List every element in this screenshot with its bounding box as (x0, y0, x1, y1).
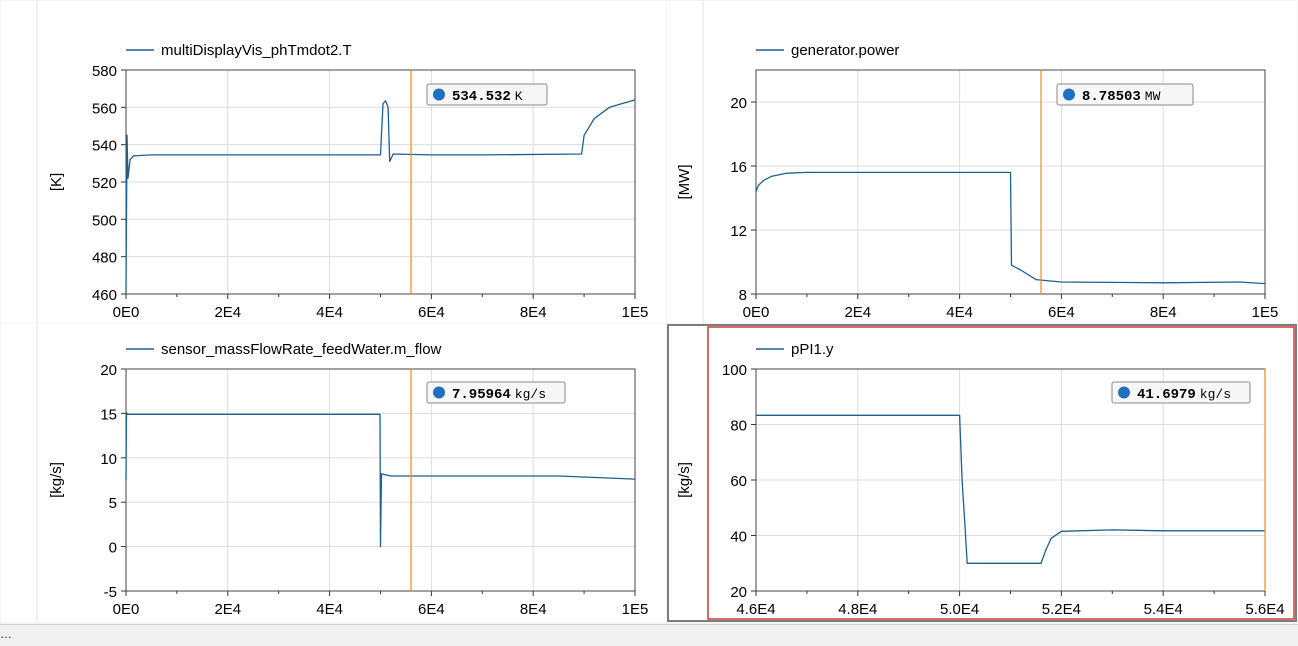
feedwater-flow-chart: -5 0 5 10 15 20 0E0 2E4 4E4 6E4 8E4 1E5 [kg/s] sensor… (36, 324, 649, 622)
x-tick-label: 5.4E4 (1144, 601, 1183, 618)
series-line (756, 414, 1265, 564)
readout-value: 7.95964 (452, 387, 511, 403)
readout-value: 41.6979 (1137, 387, 1196, 403)
readout-marker (1063, 88, 1075, 101)
y-tick-label: 560 (92, 100, 117, 117)
ppi1-output-chart: 20 40 60 80 100 4.6E4 4.8E4 5.0E4 5.2E4 5.4E4 5.6E… (676, 326, 1295, 620)
x-tick-label: 0E0 (743, 304, 770, 321)
readout-box (426, 381, 566, 404)
readout-marker (433, 88, 445, 101)
plot-frame (125, 69, 636, 295)
series-line (755, 171, 1266, 285)
y-axis-label: [MW] (676, 165, 693, 200)
x-tick-label: 8E4 (1150, 304, 1177, 321)
x-tick-label: 1E5 (622, 304, 649, 321)
readout-value: 534.532 (452, 89, 511, 105)
y-tick-label: 580 (92, 63, 117, 80)
x-tick-label: 5.0E4 (940, 601, 979, 618)
legend-label: sensor_massFlowRate_feedWater.m_flow (161, 341, 442, 358)
plot-pane-temperature[interactable]: 460 480 500 520 540 560 580 0E0 2E4 4E4 6E4 8E4 1E5 [… (1, 1, 666, 323)
y-tick-label: 80 (730, 418, 747, 435)
temperature-chart: 460 480 500 520 540 560 580 0E0 2E4 4E4 6E4 8E4 1E5 [… (36, 1, 649, 323)
x-tick-label: 2E4 (844, 304, 871, 321)
y-tick-label: -5 (104, 584, 117, 601)
x-tick-label: 4.6E4 (736, 601, 775, 618)
readout-unit: K (515, 89, 523, 104)
status-text: … (0, 627, 12, 641)
x-tick-label: 4E4 (316, 601, 343, 618)
y-axis-label: [kg/s] (676, 462, 693, 498)
x-tick-label: 1E5 (1252, 304, 1279, 321)
series-line (125, 99, 636, 295)
plot-pane-generator-power[interactable]: 8 12 16 20 0E0 2E4 4E4 6E4 8E4 1E5 [MW] generator.p… (667, 1, 1297, 323)
legend-label: generator.power (791, 42, 899, 59)
y-tick-label: 460 (92, 287, 117, 304)
plot-frame (755, 69, 1266, 295)
x-tick-label: 2E4 (214, 601, 241, 618)
legend-label: multiDisplayVis_phTmdot2.T (161, 42, 352, 59)
y-tick-label: 16 (730, 159, 747, 176)
y-tick-label: 500 (92, 212, 117, 229)
x-tick-label: 0E0 (113, 601, 140, 618)
status-bar: … (0, 624, 1298, 646)
y-tick-label: 12 (730, 223, 747, 240)
y-tick-label: 540 (92, 138, 117, 155)
plot-pane-ppi1-output[interactable]: 20 40 60 80 100 4.6E4 4.8E4 5.0E4 5.2E4 5.4E4 5.6E… (667, 324, 1297, 622)
y-tick-label: 5 (109, 495, 117, 512)
y-tick-label: 20 (100, 362, 117, 379)
x-tick-label: 6E4 (418, 601, 445, 618)
generator-power-chart: 8 12 16 20 0E0 2E4 4E4 6E4 8E4 1E5 [MW] generator.p… (676, 1, 1279, 323)
x-tick-label: 6E4 (1048, 304, 1075, 321)
legend-label: pPI1.y (791, 341, 834, 358)
y-tick-label: 20 (730, 584, 747, 601)
x-tick-label: 0E0 (113, 304, 140, 321)
y-tick-label: 0 (109, 540, 117, 557)
y-tick-label: 40 (730, 529, 747, 546)
x-tick-label: 4.8E4 (838, 601, 877, 618)
x-tick-label: 8E4 (520, 601, 547, 618)
y-tick-label: 480 (92, 250, 117, 267)
selection-frame (707, 326, 1295, 620)
x-tick-label: 8E4 (520, 304, 547, 321)
x-tick-label: 1E5 (622, 601, 649, 618)
y-axis-label: [K] (48, 173, 65, 191)
y-tick-label: 20 (730, 95, 747, 112)
y-tick-label: 100 (722, 362, 747, 379)
x-tick-label: 5.6E4 (1245, 601, 1284, 618)
readout-value: 8.78503 (1082, 89, 1141, 105)
readout-unit: kg/s (515, 387, 546, 402)
y-tick-label: 520 (92, 175, 117, 192)
x-tick-label: 5.2E4 (1042, 601, 1081, 618)
y-tick-label: 10 (100, 451, 117, 468)
x-tick-label: 4E4 (316, 304, 343, 321)
y-tick-label: 15 (100, 406, 117, 423)
y-tick-label: 8 (739, 287, 747, 304)
series-line (125, 411, 636, 548)
readout-unit: MW (1145, 89, 1161, 104)
readout-marker (1118, 386, 1130, 399)
y-tick-label: 60 (730, 473, 747, 490)
readout-marker (433, 386, 445, 399)
readout-box (1056, 83, 1194, 106)
readout-box (426, 83, 548, 106)
readout-unit: kg/s (1200, 387, 1231, 402)
y-axis-label: [kg/s] (48, 462, 65, 498)
readout-box (1111, 381, 1251, 404)
x-tick-label: 2E4 (214, 304, 241, 321)
x-tick-label: 4E4 (946, 304, 973, 321)
plot-pane-feedwater-flow[interactable]: -5 0 5 10 15 20 0E0 2E4 4E4 6E4 8E4 1E5 [kg/s] sensor… (1, 324, 666, 622)
x-tick-label: 6E4 (418, 304, 445, 321)
